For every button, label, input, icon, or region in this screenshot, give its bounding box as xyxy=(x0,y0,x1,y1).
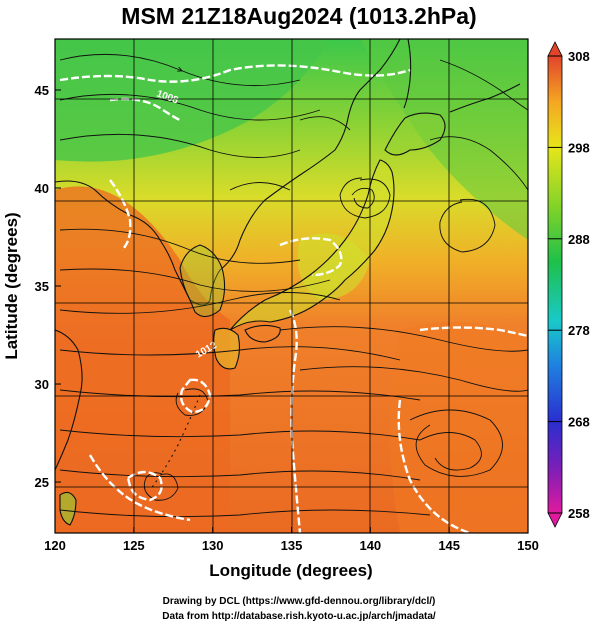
colorbar: 258 268 278 288 298 308 xyxy=(547,41,590,528)
colorbar-tick-label: 278 xyxy=(568,323,590,338)
colorbar-tick-label: 268 xyxy=(568,415,590,430)
credit-drawing: Drawing by DCL (https://www.gfd-dennou.o… xyxy=(163,596,436,607)
colorbar-tick-label: 258 xyxy=(568,506,590,521)
warm-region-southeast xyxy=(390,322,528,533)
isobars xyxy=(59,64,528,533)
cool-region-northeast xyxy=(360,39,528,240)
x-tick-label: 120 xyxy=(44,538,66,553)
colorbar-tick-label: 288 xyxy=(568,232,590,247)
colorbar-lower-arrow xyxy=(547,512,563,528)
x-tick-label: 130 xyxy=(202,538,224,553)
x-tick-label: 125 xyxy=(123,538,145,553)
x-tick-label: 140 xyxy=(359,538,381,553)
x-axis-label: Longitude (degrees) xyxy=(209,561,372,580)
colorbar-upper-arrow xyxy=(547,41,563,57)
x-tick-label: 135 xyxy=(281,538,303,553)
map-panel: 1008 1012 xyxy=(55,39,528,533)
y-tick-label: 40 xyxy=(35,181,49,196)
lat-lon-grid xyxy=(55,39,528,533)
y-axis-ticks: 25 30 35 40 45 xyxy=(35,83,61,490)
credit-data-source: Data from http://database.rish.kyoto-u.a… xyxy=(162,611,436,622)
y-tick-label: 45 xyxy=(35,83,49,98)
warm-region-west xyxy=(55,186,230,533)
chart-title: MSM 21Z18Aug2024 (1013.2hPa) xyxy=(121,3,476,29)
y-tick-label: 25 xyxy=(35,475,49,490)
y-tick-label: 35 xyxy=(35,279,49,294)
colorbar-tick-label: 298 xyxy=(568,140,590,155)
y-axis-label: Latitude (degrees) xyxy=(2,212,21,359)
colorbar-scale xyxy=(547,55,563,514)
y-tick-label: 30 xyxy=(35,377,49,392)
cool-region-north xyxy=(55,39,330,162)
colorbar-tick-label: 308 xyxy=(568,49,590,64)
x-axis-ticks: 120 125 130 135 140 145 150 xyxy=(44,527,539,553)
x-tick-label: 145 xyxy=(438,538,460,553)
x-tick-label: 150 xyxy=(517,538,539,553)
